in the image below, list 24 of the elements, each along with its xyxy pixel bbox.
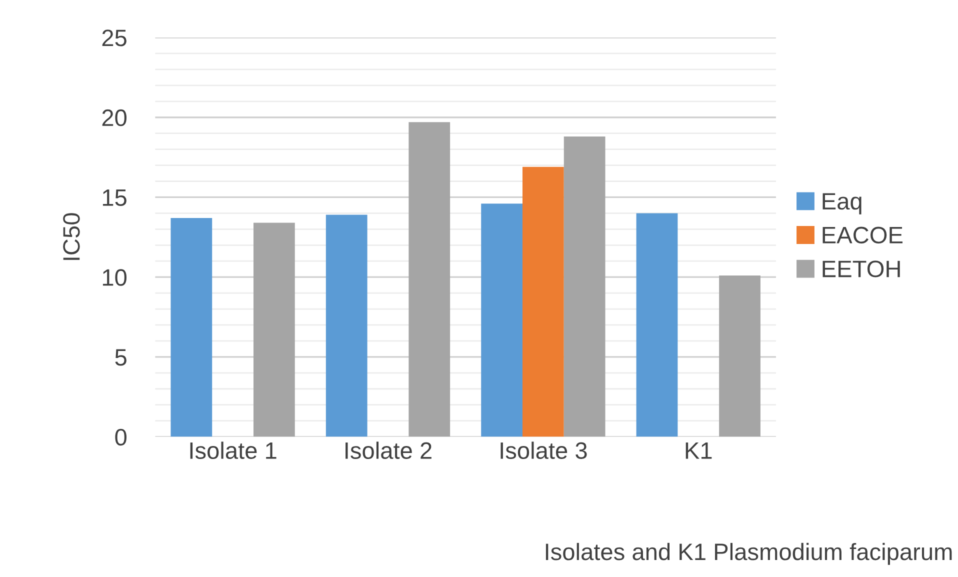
bar	[408, 122, 450, 437]
bar	[481, 204, 522, 437]
y-tick-label: 25	[102, 30, 126, 46]
bar	[719, 275, 760, 437]
bar	[522, 166, 564, 437]
y-tick-label: 20	[102, 109, 126, 126]
bar	[326, 214, 368, 437]
x-tick-label: Isolate 2	[346, 442, 432, 459]
x-tick-label: K1	[686, 442, 712, 459]
x-tick-label: Isolate 3	[500, 442, 587, 459]
bar	[636, 213, 678, 437]
legend-label: EACOE	[822, 226, 902, 244]
x-axis-title: Isolates and K1 Plasmodium faciparum	[546, 542, 952, 565]
legend-label: Eaq	[822, 193, 862, 214]
bar	[170, 218, 212, 437]
y-tick-label: 0	[115, 428, 126, 446]
y-tick-label: 5	[115, 349, 126, 366]
y-tick-label: 15	[102, 190, 126, 206]
bar	[253, 222, 295, 437]
x-tick-label: Isolate 1	[190, 442, 276, 459]
legend-label: EETOH	[822, 260, 900, 278]
y-tick-label: 10	[102, 269, 126, 286]
y-axis-title: IC50	[63, 213, 80, 260]
bar	[564, 136, 606, 437]
